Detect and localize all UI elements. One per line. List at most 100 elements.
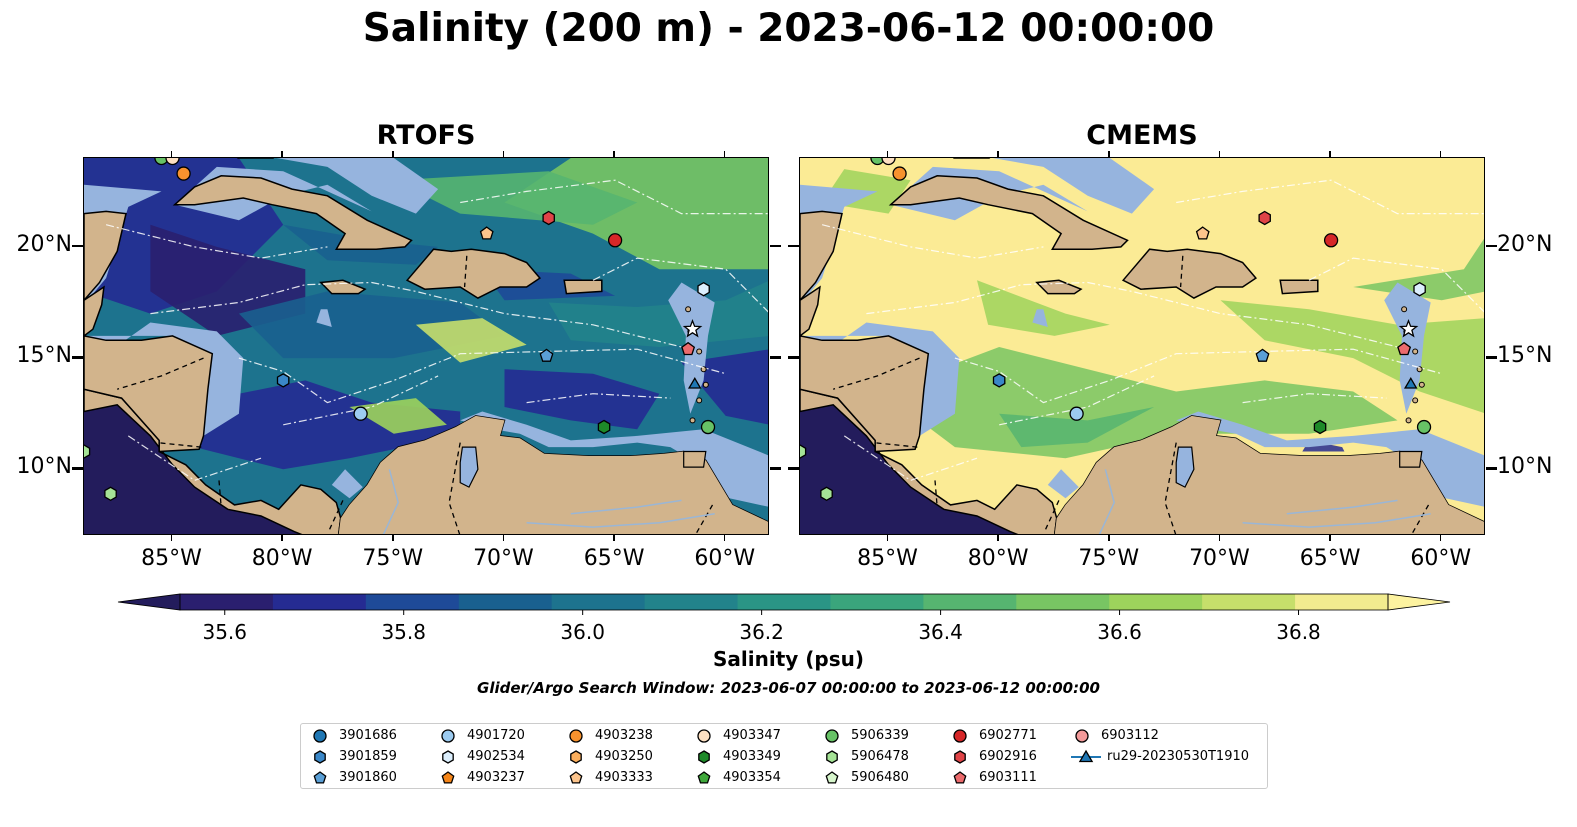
eez-boundary bbox=[526, 393, 671, 404]
observation-marker[interactable] bbox=[539, 348, 554, 362]
lat-tick-mark bbox=[788, 244, 799, 248]
observation-marker[interactable] bbox=[479, 226, 494, 240]
observation-marker[interactable] bbox=[1323, 233, 1339, 248]
colorbar-label: Salinity (psu) bbox=[712, 647, 864, 671]
circle-marker[interactable] bbox=[313, 729, 327, 743]
circle-marker[interactable] bbox=[441, 729, 455, 743]
map-panel-cmems[interactable] bbox=[799, 157, 1485, 535]
observation-marker[interactable] bbox=[700, 419, 716, 435]
landmass bbox=[1035, 279, 1083, 295]
colorbar-segment bbox=[1109, 594, 1203, 610]
observation-marker[interactable] bbox=[1403, 377, 1418, 389]
pentagon-marker[interactable] bbox=[825, 771, 839, 784]
lat-tick-label: 20°N bbox=[1497, 231, 1553, 257]
observation-marker[interactable] bbox=[681, 341, 696, 356]
observation-marker[interactable] bbox=[800, 444, 807, 459]
country-border bbox=[117, 357, 204, 390]
colorbar-segment bbox=[1016, 594, 1110, 610]
observation-marker[interactable] bbox=[881, 158, 896, 166]
circle-marker[interactable] bbox=[697, 729, 711, 743]
legend-label: 4902534 bbox=[467, 749, 525, 764]
observation-marker[interactable] bbox=[1255, 348, 1270, 362]
circle-marker[interactable] bbox=[1075, 729, 1089, 743]
country-border bbox=[1164, 442, 1177, 534]
observation-marker[interactable] bbox=[1416, 419, 1432, 435]
hexagon-marker[interactable] bbox=[954, 750, 966, 764]
observation-marker[interactable] bbox=[892, 166, 907, 181]
observation-marker[interactable] bbox=[276, 373, 290, 388]
legend-label: 5906480 bbox=[851, 770, 909, 785]
triangle-marker[interactable] bbox=[1078, 749, 1094, 763]
hexagon-marker-icon bbox=[826, 750, 838, 764]
legend-label: 3901860 bbox=[339, 770, 397, 785]
observation-marker[interactable] bbox=[1397, 341, 1412, 356]
hexagon-marker[interactable] bbox=[826, 750, 838, 764]
colorbar-segment bbox=[830, 594, 924, 610]
country-border bbox=[1411, 504, 1430, 534]
landmass bbox=[405, 248, 542, 299]
observation-marker[interactable] bbox=[1069, 406, 1084, 421]
observation-marker[interactable] bbox=[1313, 419, 1327, 435]
observation-marker[interactable] bbox=[1195, 226, 1210, 240]
pentagon-marker[interactable] bbox=[313, 771, 327, 784]
circle-marker[interactable] bbox=[569, 729, 583, 743]
map-canvas-rtofs[interactable] bbox=[84, 158, 769, 535]
lon-tick-mark bbox=[1329, 535, 1331, 541]
pentagon-marker[interactable] bbox=[569, 771, 583, 784]
observation-marker[interactable] bbox=[1413, 281, 1426, 297]
hexagon-marker[interactable] bbox=[314, 750, 326, 764]
observation-marker[interactable] bbox=[1258, 210, 1271, 226]
observation-marker[interactable] bbox=[1398, 318, 1419, 338]
river bbox=[526, 513, 715, 528]
observation-marker[interactable] bbox=[820, 486, 833, 502]
lon-tick-mark bbox=[502, 151, 505, 157]
legend-label: 5906478 bbox=[851, 749, 909, 764]
hexagon-marker[interactable] bbox=[698, 750, 710, 764]
circle-marker[interactable] bbox=[825, 729, 839, 743]
lat-tick-label: 10°N bbox=[1497, 454, 1553, 480]
observation-marker[interactable] bbox=[165, 158, 180, 166]
legend: 3901686 3901859 3901860 4901720 4902534 49032… bbox=[300, 723, 1268, 789]
observation-marker[interactable] bbox=[104, 486, 117, 502]
shelf-area bbox=[84, 322, 244, 436]
observation-marker[interactable] bbox=[84, 444, 91, 459]
pentagon-marker[interactable] bbox=[953, 771, 967, 784]
legend-label: 4903250 bbox=[595, 749, 653, 764]
pentagon-marker-icon bbox=[313, 771, 327, 784]
observation-marker[interactable] bbox=[176, 166, 191, 181]
observation-marker[interactable] bbox=[687, 377, 702, 389]
circle-marker-icon bbox=[825, 729, 839, 743]
observation-marker[interactable] bbox=[607, 233, 623, 248]
colorbar-tick-label: 36.6 bbox=[1097, 620, 1142, 644]
island bbox=[689, 417, 696, 424]
hexagon-marker-icon bbox=[698, 750, 710, 764]
observation-marker[interactable] bbox=[682, 318, 703, 338]
observation-marker[interactable] bbox=[542, 210, 555, 226]
hexagon-marker[interactable] bbox=[570, 750, 582, 764]
observation-marker[interactable] bbox=[992, 373, 1006, 388]
observation-marker[interactable] bbox=[597, 419, 611, 435]
eez-boundary bbox=[1176, 179, 1484, 215]
pentagon-marker[interactable] bbox=[441, 771, 455, 784]
pentagon-marker[interactable] bbox=[697, 771, 711, 784]
country-border bbox=[833, 357, 920, 390]
map-panel-rtofs[interactable] bbox=[83, 157, 769, 535]
lat-tick-mark bbox=[770, 356, 781, 359]
lat-tick-mark bbox=[1486, 467, 1497, 470]
island bbox=[1412, 348, 1419, 355]
observation-marker[interactable] bbox=[353, 406, 368, 421]
landmass bbox=[84, 335, 214, 453]
colorbar-segment bbox=[737, 594, 831, 610]
lat-tick-mark bbox=[788, 356, 799, 359]
hexagon-marker[interactable] bbox=[442, 750, 454, 764]
observation-marker[interactable] bbox=[870, 158, 885, 166]
observation-marker[interactable] bbox=[697, 281, 710, 297]
lon-tick-label: 85°W bbox=[857, 546, 918, 571]
circle-marker[interactable] bbox=[953, 729, 967, 743]
island bbox=[1418, 381, 1425, 388]
lon-tick-mark bbox=[1218, 151, 1221, 157]
observation-marker[interactable] bbox=[154, 158, 169, 166]
map-canvas-cmems[interactable] bbox=[800, 158, 1485, 535]
island bbox=[685, 306, 692, 313]
river bbox=[570, 499, 682, 515]
